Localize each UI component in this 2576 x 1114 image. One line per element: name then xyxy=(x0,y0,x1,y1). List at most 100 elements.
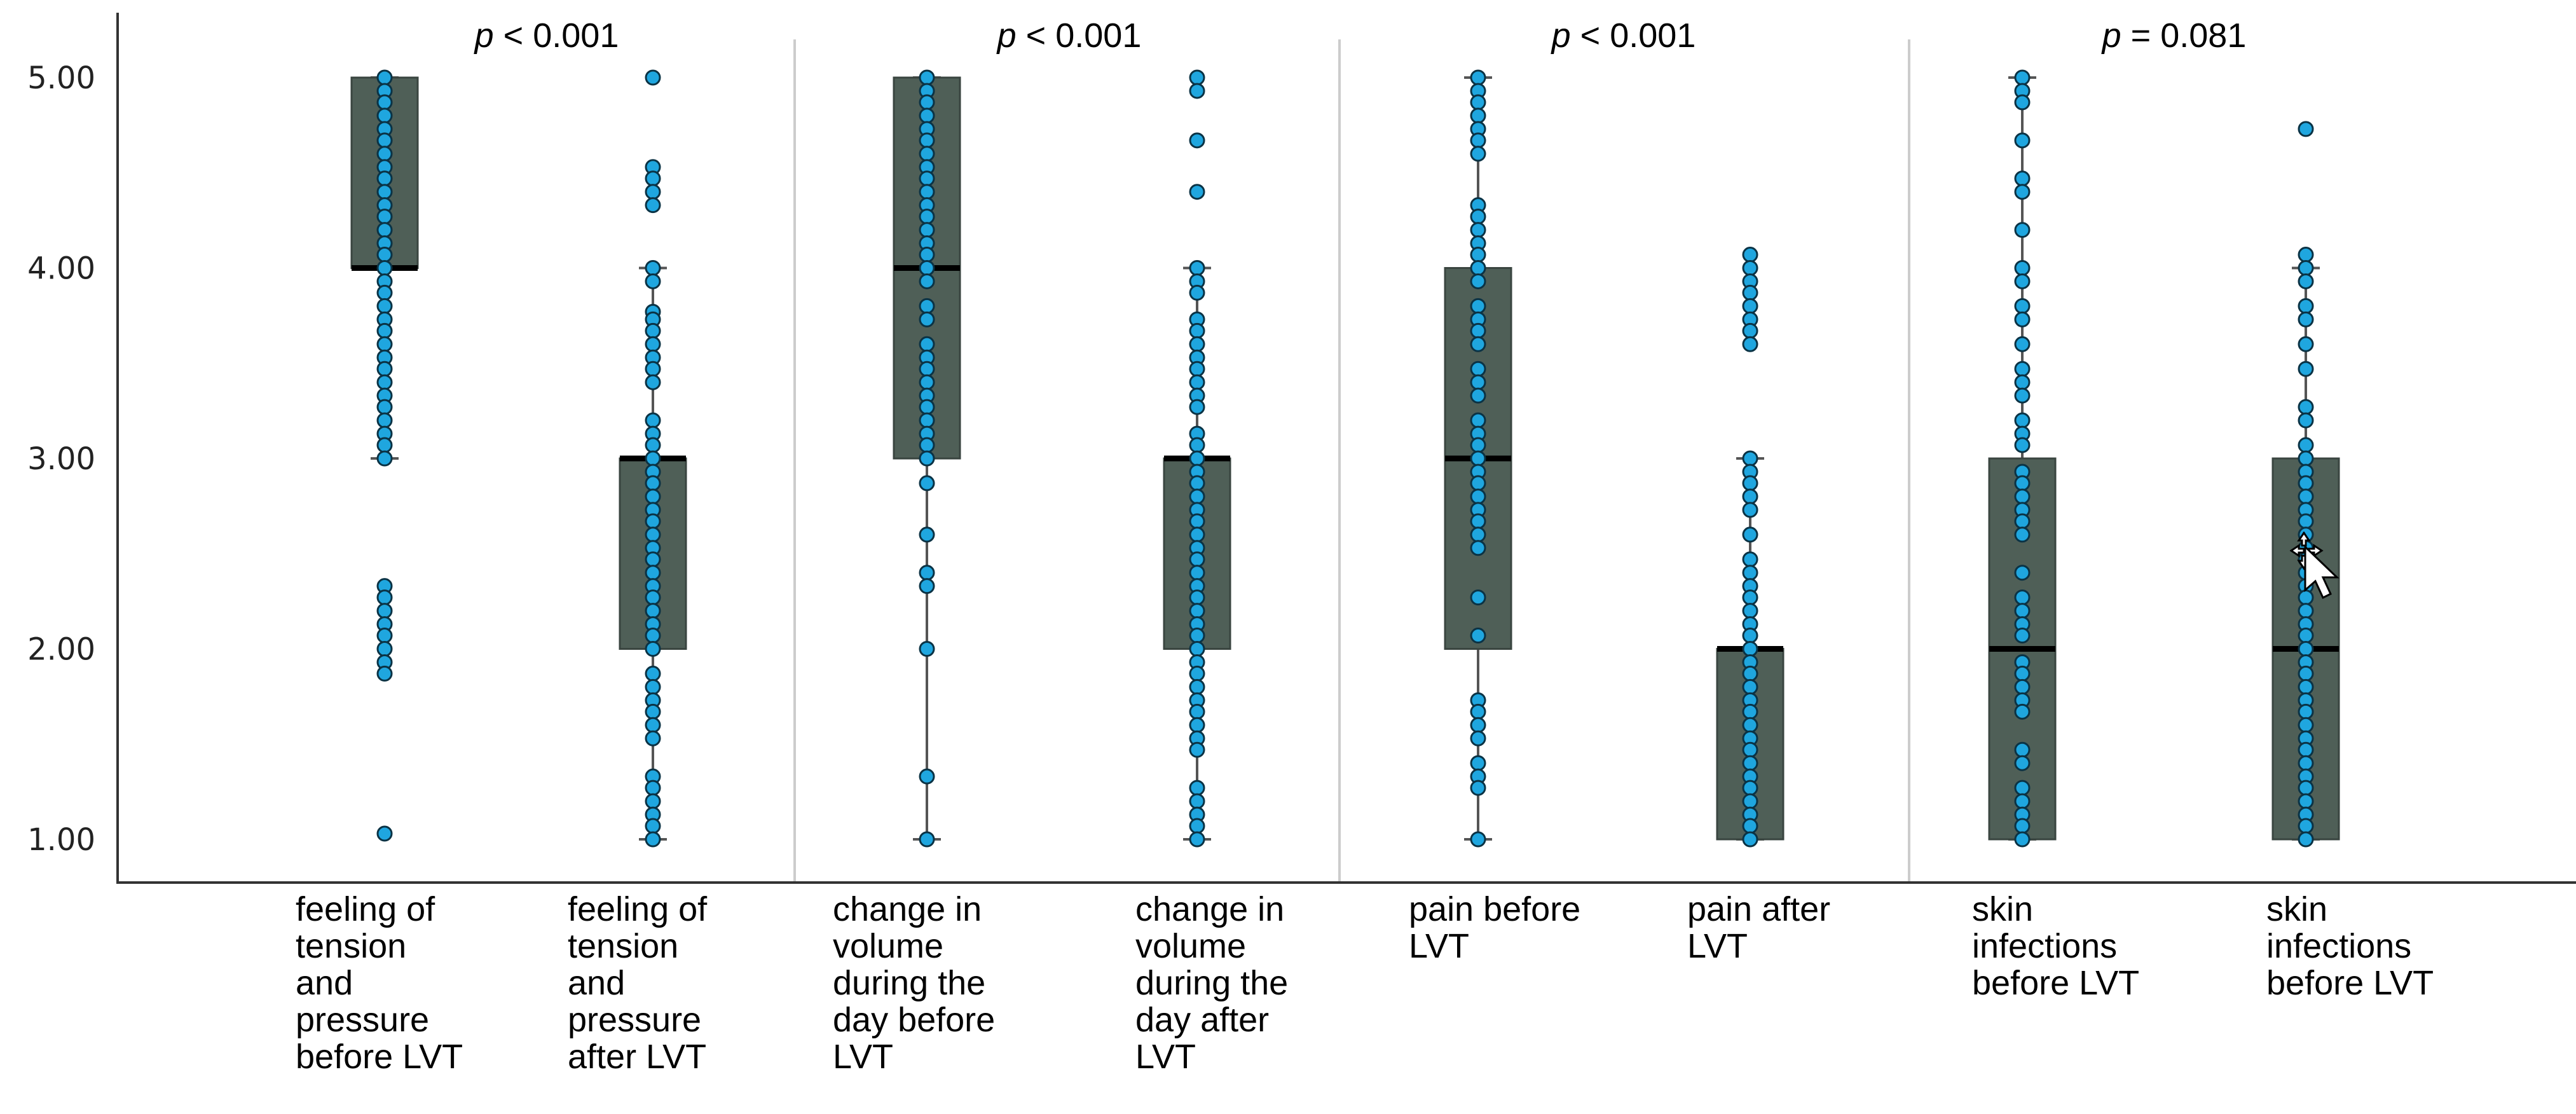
data-point xyxy=(2014,260,2031,276)
data-point xyxy=(919,247,935,263)
data-point xyxy=(1470,94,1486,111)
data-point xyxy=(2298,641,2314,657)
data-point xyxy=(1742,526,1758,543)
data-point xyxy=(2298,755,2314,771)
data-point xyxy=(919,222,935,238)
data-point xyxy=(1742,628,1758,644)
data-point xyxy=(376,665,393,682)
data-point xyxy=(919,475,935,492)
data-point xyxy=(645,412,661,429)
data-point xyxy=(919,412,935,429)
y-tick-labels: 1.00 2.00 3.00 4.00 5.00 xyxy=(27,60,95,858)
data-point xyxy=(1742,678,1758,695)
data-point xyxy=(645,589,661,606)
data-point xyxy=(1189,603,1205,619)
data-point xyxy=(645,170,661,187)
data-point xyxy=(1742,260,1758,276)
data-point xyxy=(1470,361,1486,377)
data-point xyxy=(1189,488,1205,505)
data-point xyxy=(2014,513,2031,530)
data-point xyxy=(1742,665,1758,682)
data-point xyxy=(376,284,393,301)
data-point xyxy=(2014,526,2031,543)
data-point xyxy=(645,730,661,746)
data-point xyxy=(376,247,393,263)
data-point xyxy=(1470,107,1486,124)
data-point xyxy=(2298,412,2314,429)
data-point xyxy=(919,565,935,581)
data-point xyxy=(1742,831,1758,848)
data-point xyxy=(1189,361,1205,377)
data-point xyxy=(919,641,935,657)
data-point xyxy=(1742,641,1758,657)
data-point xyxy=(2298,298,2314,314)
data-point xyxy=(1189,678,1205,695)
move-cursor-icon xyxy=(2290,532,2340,600)
data-point xyxy=(376,412,393,429)
data-point xyxy=(2298,361,2314,377)
data-point xyxy=(2298,513,2314,530)
category-label-7: skin infections before LVT xyxy=(1972,890,2139,1002)
data-point xyxy=(2014,589,2031,606)
data-point xyxy=(645,322,661,339)
data-point xyxy=(376,94,393,111)
data-point xyxy=(645,831,661,848)
data-point xyxy=(1189,551,1205,568)
group-separators xyxy=(793,39,1910,881)
data-point xyxy=(376,107,393,124)
data-point xyxy=(1189,780,1205,796)
data-point xyxy=(2014,387,2031,404)
data-point xyxy=(645,551,661,568)
data-point xyxy=(376,260,393,276)
data-point xyxy=(645,703,661,720)
data-point xyxy=(645,780,661,796)
data-point xyxy=(2014,780,2031,796)
data-point xyxy=(1470,513,1486,530)
data-point xyxy=(2014,818,2031,834)
data-point xyxy=(1742,589,1758,606)
data-point xyxy=(376,641,393,657)
data-point xyxy=(2298,831,2314,848)
data-point xyxy=(2014,678,2031,695)
y-tick-label: 3.00 xyxy=(27,441,95,477)
p-value-label: p < 0.001 xyxy=(996,17,1142,55)
data-point xyxy=(376,628,393,644)
data-point xyxy=(2014,94,2031,111)
category-label-5: pain before LVT xyxy=(1409,890,1580,965)
category-label-4: change in volume during the day after LVT xyxy=(1135,890,1288,1076)
data-point xyxy=(1470,69,1486,86)
data-point xyxy=(645,818,661,834)
data-point xyxy=(2298,121,2314,137)
data-point xyxy=(1470,374,1486,390)
data-point xyxy=(2014,298,2031,314)
data-point xyxy=(376,603,393,619)
data-point xyxy=(1470,260,1486,276)
data-point xyxy=(2014,665,2031,682)
p-value-label: p < 0.001 xyxy=(1551,17,1696,55)
data-point xyxy=(1470,437,1486,453)
data-point xyxy=(645,260,661,276)
category-label-2: feeling of tension and pressure after LVT xyxy=(568,890,708,1076)
data-point xyxy=(1742,322,1758,339)
data-point xyxy=(1470,450,1486,467)
data-point xyxy=(919,768,935,785)
data-point xyxy=(1742,818,1758,834)
data-point xyxy=(1742,336,1758,352)
data-point xyxy=(376,184,393,200)
data-point xyxy=(919,132,935,149)
data-point xyxy=(1470,717,1486,733)
data-point xyxy=(1742,717,1758,733)
data-point xyxy=(1470,387,1486,404)
data-point xyxy=(1189,703,1205,720)
data-point xyxy=(2298,437,2314,453)
data-point xyxy=(919,69,935,86)
data-point xyxy=(2014,222,2031,238)
data-point xyxy=(2298,678,2314,695)
data-point xyxy=(1470,526,1486,543)
data-point xyxy=(919,336,935,352)
axes xyxy=(116,13,2576,884)
data-point xyxy=(376,322,393,339)
data-point xyxy=(919,450,935,467)
data-point xyxy=(2298,628,2314,644)
data-point xyxy=(2014,741,2031,758)
